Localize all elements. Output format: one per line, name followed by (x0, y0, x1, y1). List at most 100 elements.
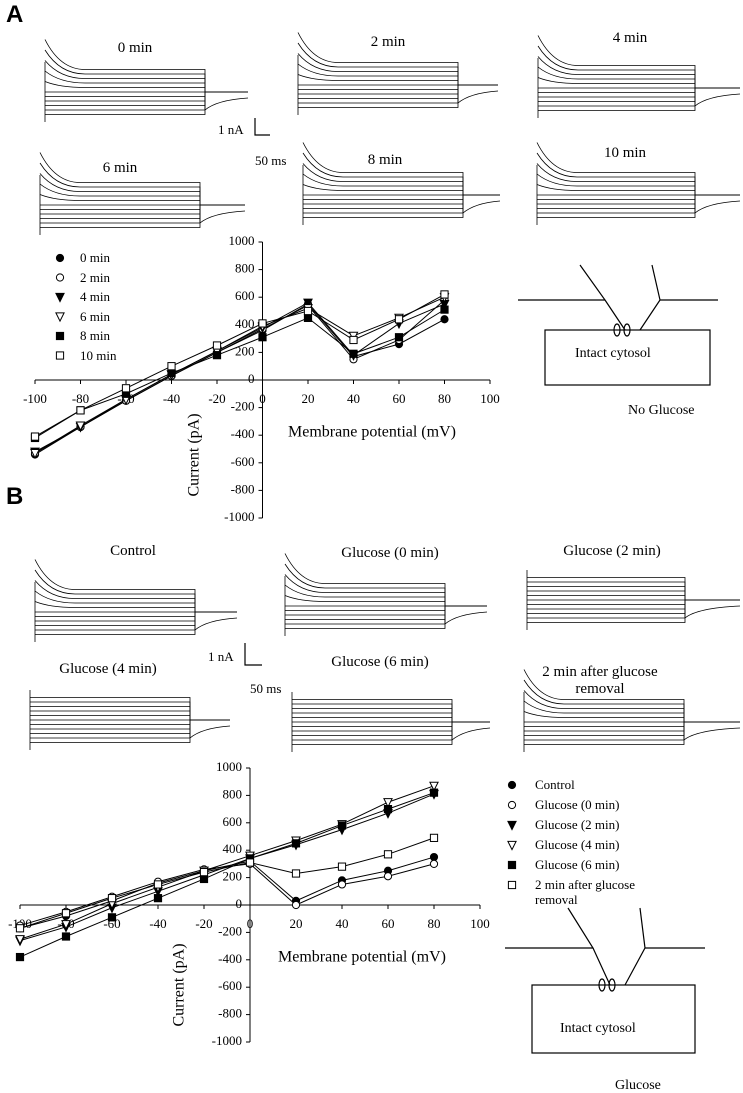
iv-plot: -1000-800-600-400-20002004006008001000-1… (8, 759, 517, 1048)
trace (538, 87, 740, 111)
x-tick-label: 40 (347, 391, 360, 406)
trace-title: Control (110, 543, 156, 559)
current-traces (523, 669, 741, 752)
trace (291, 703, 490, 723)
legend-label: 2 min (80, 269, 110, 285)
trace (527, 586, 740, 601)
trace (526, 577, 740, 601)
marker (291, 839, 301, 848)
marker (440, 305, 449, 314)
trace (291, 721, 490, 736)
trace (292, 717, 490, 723)
series-line (19, 793, 435, 942)
y-tick-label: 600 (235, 288, 255, 303)
y-tick-label: 1000 (229, 233, 255, 248)
marker (440, 290, 449, 299)
pipette (505, 907, 705, 986)
trace (298, 84, 498, 90)
marker (291, 869, 301, 878)
marker (429, 852, 439, 862)
trace (44, 70, 248, 93)
marker (61, 920, 71, 930)
scale-label: 50 ms (255, 153, 287, 168)
trace (30, 719, 230, 739)
marker (15, 924, 25, 933)
marker (303, 313, 313, 322)
trace (527, 599, 740, 623)
marker (75, 421, 86, 432)
tail (204, 97, 249, 111)
trace-title: 2 min after glucose removal (542, 664, 658, 697)
series-line (19, 792, 435, 958)
y-tick-label: 200 (223, 869, 243, 884)
trace (537, 35, 740, 89)
series-line (34, 302, 445, 453)
trace (44, 39, 248, 93)
x-tick-label: -40 (163, 391, 180, 406)
y-tick-label: -800 (231, 481, 255, 496)
legend-marker (55, 253, 65, 263)
trace (526, 595, 740, 601)
series-line (34, 299, 445, 454)
current-traces (526, 570, 741, 630)
marker (167, 362, 176, 371)
x-tick-label: 0 (247, 916, 254, 931)
trace (34, 601, 237, 613)
trace (302, 173, 500, 196)
y-tick-label: -600 (218, 978, 242, 993)
trace (538, 87, 740, 107)
current-traces (302, 142, 501, 225)
trace (523, 711, 740, 723)
trace (537, 87, 740, 98)
scale-bar (244, 643, 262, 666)
y-tick-label: -800 (218, 1006, 242, 1021)
x-tick-label: 0 (259, 391, 266, 406)
series-line (19, 856, 435, 929)
current-traces (44, 39, 249, 122)
marker (107, 913, 117, 922)
x-tick-label: 20 (302, 391, 315, 406)
trace (298, 84, 498, 104)
trace (536, 142, 740, 196)
marker (199, 868, 209, 877)
trace (537, 56, 740, 89)
marker (394, 333, 404, 342)
tail (444, 611, 488, 625)
scale-label: 1 nA (218, 122, 244, 137)
x-tick-label: 80 (438, 391, 451, 406)
trace (284, 574, 487, 607)
marker (30, 432, 40, 441)
marker (121, 384, 131, 393)
x-tick-label: 100 (470, 916, 490, 931)
trace (35, 611, 237, 622)
y-tick-label: -400 (218, 951, 242, 966)
x-tick-label: 80 (428, 916, 441, 931)
legend-marker (55, 273, 65, 282)
trace (44, 60, 248, 93)
current-traces (297, 32, 499, 115)
legend-label: Control (535, 777, 575, 792)
tail (451, 727, 491, 741)
y-tick-label: 800 (235, 261, 255, 276)
channel (608, 978, 616, 992)
trace (536, 184, 740, 196)
y-tick-label: -1000 (224, 509, 254, 524)
legend-marker (55, 351, 65, 360)
trace (39, 183, 245, 206)
trace (523, 721, 740, 736)
trace (302, 184, 500, 196)
tail (189, 725, 231, 739)
iv-plot: -1000-800-600-400-20002004006008001000-1… (23, 233, 500, 524)
trace (30, 697, 230, 721)
diagram-label: Glucose (615, 1078, 661, 1093)
legend-label: 10 min (80, 347, 117, 363)
trace (302, 142, 500, 196)
legend-label: Glucose (4 min) (535, 837, 620, 852)
trace (30, 710, 230, 721)
trace (523, 669, 740, 723)
y-axis-label: Current (pA) (171, 943, 188, 1026)
trace-title: 6 min (102, 160, 138, 176)
marker (383, 798, 393, 808)
y-axis-label: Current (pA) (186, 413, 203, 496)
trace (34, 580, 237, 613)
